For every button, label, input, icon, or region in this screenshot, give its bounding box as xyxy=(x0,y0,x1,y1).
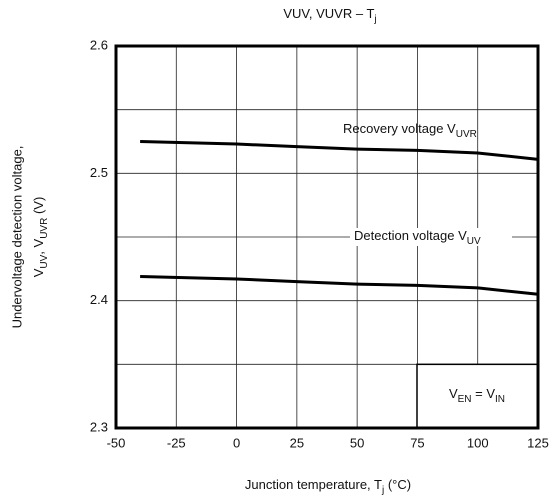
y-tick-label: 2.5 xyxy=(90,165,108,180)
x-tick-label: 50 xyxy=(350,435,364,450)
text-part: = V xyxy=(472,386,496,401)
condition-text: VEN = VIN xyxy=(449,386,505,404)
x-tick-label: -50 xyxy=(107,435,126,450)
y-axis-label: VUV, VUVR (V) xyxy=(31,197,49,278)
x-axis-label: Junction temperature, Tj (°C) xyxy=(245,477,411,495)
chart-title: VUV, VUVR – Tj xyxy=(283,6,376,24)
subscript: j xyxy=(373,14,376,25)
label-bg xyxy=(350,228,512,246)
subscript: UVR xyxy=(39,218,50,239)
subscript: EN xyxy=(458,394,472,405)
subscript: UVR xyxy=(456,129,477,140)
text-part: V xyxy=(31,268,46,277)
data-line xyxy=(140,274,539,296)
y-tick-label: 2.3 xyxy=(90,419,108,434)
x-tick-label: 100 xyxy=(467,435,489,450)
y-tick-label: 2.6 xyxy=(90,37,108,52)
x-tick-label: 75 xyxy=(410,435,424,450)
text-part: (°C) xyxy=(384,477,411,492)
subscript: j xyxy=(381,485,384,496)
x-tick-label: 0 xyxy=(233,435,240,450)
x-tick-label: -25 xyxy=(167,435,186,450)
text-part: V xyxy=(449,386,458,401)
text-part: , V xyxy=(31,238,46,254)
y-tick-label: 2.4 xyxy=(90,292,108,307)
subscript: UV xyxy=(467,236,481,247)
plot-frame xyxy=(114,44,540,430)
series-label: Recovery voltage VUVR xyxy=(343,121,477,139)
series-label: Detection voltage VUV xyxy=(354,228,481,246)
text-part: VUV, VUVR – T xyxy=(283,6,374,21)
text-part: Junction temperature, T xyxy=(245,477,382,492)
text-part: Recovery voltage V xyxy=(343,121,456,136)
x-tick-label: 25 xyxy=(290,435,304,450)
text-part: Detection voltage V xyxy=(354,228,467,243)
subscript: IN xyxy=(495,394,505,405)
subscript: UV xyxy=(39,254,50,268)
y-axis-label: Undervoltage detection voltage, xyxy=(9,146,24,329)
text-part: (V) xyxy=(31,197,46,218)
data-line xyxy=(140,140,539,161)
x-tick-label: 125 xyxy=(527,435,549,450)
